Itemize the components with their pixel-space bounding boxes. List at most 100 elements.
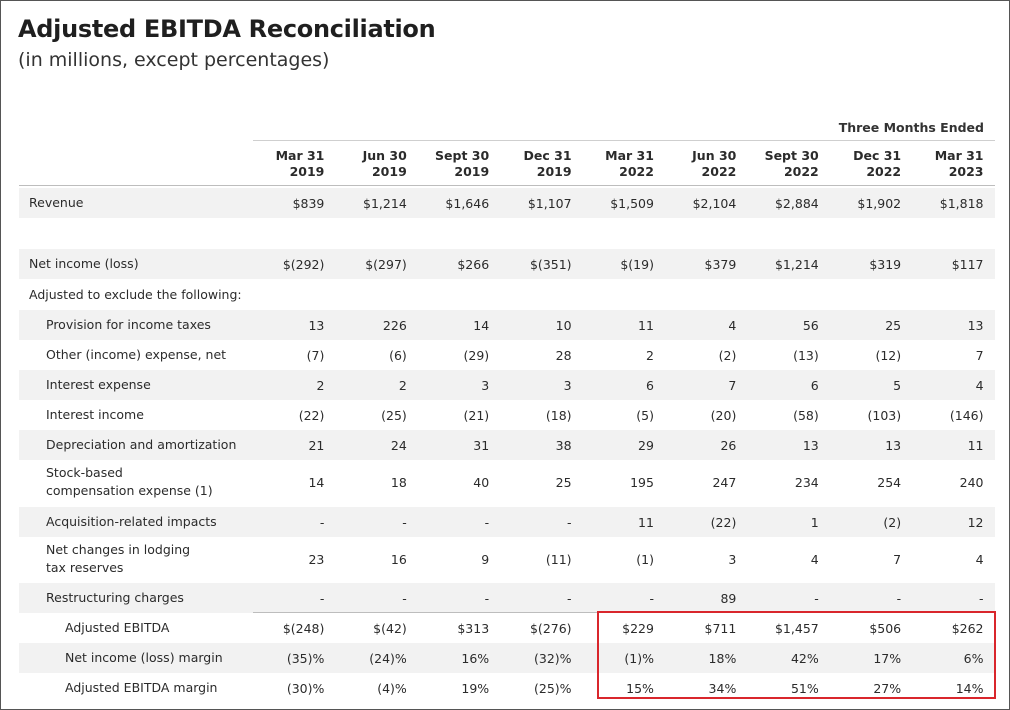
column-header: Sept 30 2019 — [435, 148, 490, 179]
row-label: Interest income — [46, 407, 144, 422]
row-label: Revenue — [29, 195, 84, 210]
table-header: Mar 31 2019 Jun 30 2019 Sept 30 2019 Dec 31… — [19, 141, 995, 186]
table-row-interest-expense: Interest expense 2 2 3 3 6 7 6 5 4 — [19, 370, 995, 400]
table-cell: (18) — [545, 407, 572, 423]
table-cell: $2,884 — [774, 195, 819, 211]
table-cell: 11 — [638, 317, 654, 333]
table-cell: 40 — [473, 474, 490, 490]
table-cell: $319 — [869, 256, 902, 272]
table-cell: 14 — [473, 317, 490, 333]
table-cell: (13) — [793, 347, 819, 363]
table-cell: 2 — [398, 377, 407, 393]
table-row-net-income: Net income (loss) $(292) $(297) $266 $(351)… — [19, 249, 995, 279]
table-cell: 1 — [810, 514, 819, 530]
table-cell: 28 — [555, 347, 572, 363]
row-label: Restructuring charges — [46, 590, 184, 605]
table-cell: 16% — [461, 650, 490, 666]
table-cell: 17% — [873, 650, 902, 666]
table-cell: 34% — [708, 680, 737, 696]
table-cell: (6) — [389, 347, 407, 363]
table-cell: $(19) — [620, 256, 654, 272]
highlight-box — [597, 611, 996, 699]
column-header: Jun 30 2019 — [362, 148, 407, 179]
table-cell: $262 — [951, 620, 984, 636]
table-cell: (22) — [298, 407, 325, 423]
table-cell: $1,646 — [445, 195, 490, 211]
table-cell: $1,509 — [610, 195, 654, 211]
table-cell: 15% — [626, 680, 654, 696]
table-cell: 7 — [975, 347, 984, 363]
table-cell: 13 — [308, 317, 325, 333]
table-cell: (32)% — [534, 650, 572, 666]
table-cell: (1) — [636, 551, 654, 567]
row-label: Interest expense — [46, 377, 151, 392]
table-cell: 18 — [390, 474, 407, 490]
table-cell: $839 — [292, 195, 325, 211]
table-cell: 24 — [390, 437, 407, 453]
table-cell: 226 — [382, 317, 407, 333]
table-cell: 247 — [712, 474, 737, 490]
table-cell: (5) — [636, 407, 654, 423]
table-cell: 29 — [638, 437, 654, 453]
table-cell: - — [319, 590, 325, 606]
table-cell: $1,214 — [774, 256, 819, 272]
table-cell: (2) — [718, 347, 737, 363]
table-cell: $(351) — [529, 256, 572, 272]
table-cell: (22) — [710, 514, 737, 530]
table-cell: (29) — [463, 347, 490, 363]
table-cell: 16 — [390, 551, 407, 567]
column-header: Mar 31 2022 — [605, 148, 654, 179]
table-cell: $117 — [951, 256, 984, 272]
table-cell: (30)% — [286, 680, 325, 696]
table-cell: 3 — [563, 377, 572, 393]
table-cell: $1,902 — [857, 195, 902, 211]
table-row-lodging-tax: Net changes in lodging tax reserves 23 16… — [19, 539, 995, 579]
column-header: Dec 31 2022 — [853, 148, 902, 179]
table-cell: 13 — [967, 317, 984, 333]
table-cell: - — [979, 590, 984, 606]
table-cell: (2) — [883, 514, 902, 530]
row-label: Net changes in lodging tax reserves — [46, 542, 191, 575]
column-header: Mar 31 2019 — [275, 148, 325, 179]
table-cell: $379 — [704, 256, 737, 272]
table-cell: (7) — [306, 347, 325, 363]
table-cell: (1)% — [624, 650, 654, 666]
table-cell: 14% — [955, 680, 984, 696]
table-cell: 6% — [963, 650, 984, 666]
table-cell: 13 — [802, 437, 819, 453]
table-cell: $1,457 — [774, 620, 819, 636]
column-header: Dec 31 2019 — [523, 148, 572, 179]
table-cell: 6 — [646, 377, 654, 393]
table-cell: 254 — [877, 474, 902, 490]
table-cell: 13 — [885, 437, 902, 453]
table-cell: 3 — [728, 551, 737, 567]
table-cell: 4 — [810, 551, 819, 567]
row-label: Adjusted EBITDA — [65, 620, 170, 635]
table-cell: 11 — [967, 437, 984, 453]
table-cell: - — [649, 590, 654, 606]
table-cell: 5 — [893, 377, 902, 393]
row-label: Net income (loss) margin — [65, 650, 223, 665]
table-cell: 6 — [810, 377, 819, 393]
table-cell: $(248) — [282, 620, 325, 636]
table-cell: (25)% — [534, 680, 572, 696]
page-subtitle: (in millions, except percentages) — [18, 49, 330, 71]
table-cell: 21 — [308, 437, 325, 453]
table-cell: (25) — [381, 407, 407, 423]
table-cell: 31 — [473, 437, 490, 453]
table-row-depreciation: Depreciation and amortization 21 24 31 38 29… — [19, 430, 995, 460]
table-cell: $(276) — [529, 620, 572, 636]
table-cell: 3 — [481, 377, 490, 393]
period-divider — [253, 140, 995, 141]
table-cell: 25 — [885, 317, 902, 333]
table-cell: 234 — [794, 474, 819, 490]
row-label: Acquisition-related impacts — [46, 514, 217, 529]
row-label: Adjusted EBITDA margin — [65, 680, 218, 695]
table-row-interest-income: Interest income (22) (25) (21) (18) (5) (20) (… — [19, 400, 995, 430]
table-cell: 4 — [728, 317, 737, 333]
table-cell: 2 — [316, 377, 325, 393]
table-cell: (24)% — [369, 650, 407, 666]
row-label: Depreciation and amortization — [46, 437, 237, 452]
table-cell: - — [402, 514, 407, 530]
